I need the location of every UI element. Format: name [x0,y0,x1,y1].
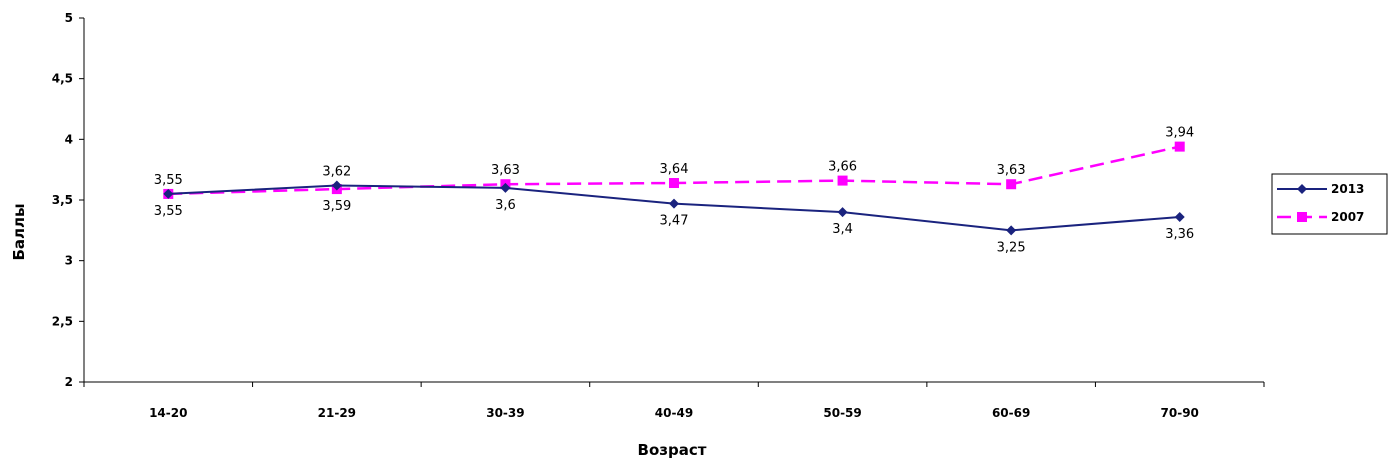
x-tick-label: 40-49 [655,406,693,420]
data-label-2007: 3,94 [1165,126,1194,141]
legend-item-2013: 2013 [1277,182,1364,196]
data-label-2013: 3,47 [660,214,689,229]
data-point-2013 [163,188,174,199]
legend: 2013 2007 [1271,173,1388,235]
data-label-2007: 3,66 [828,160,857,175]
x-tick-label: 60-69 [992,406,1030,420]
data-label-2007: 3,55 [154,173,183,188]
y-axis-ticks: 2 2,5 3 3,5 4 4,5 5 [52,11,84,389]
legend-marker [1297,212,1307,222]
y-axis-title: Баллы [10,203,28,260]
y-tick-label: 2 [65,375,73,389]
data-label-2007: 3,64 [660,162,689,177]
data-label-2013: 3,55 [154,204,183,219]
y-tick-label: 3 [65,254,73,268]
legend-item-2007: 2007 [1277,210,1364,224]
data-label-2013: 3,25 [997,240,1026,255]
x-axis-ticks: 14-20 21-29 30-39 40-49 50-59 60-69 70-90 [83,382,1265,420]
x-tick-label: 50-59 [823,406,861,420]
data-label-2013: 3,6 [495,198,516,213]
data-point-2007 [1006,179,1017,190]
series-2013 [163,180,1185,236]
y-tick-label: 4 [65,132,73,146]
y-tick-label: 2,5 [52,314,73,328]
y-tick-label: 4,5 [52,72,73,86]
data-point-2013 [837,207,848,218]
data-point-2007 [837,175,848,186]
y-tick-label: 3,5 [52,193,73,207]
x-tick-label: 21-29 [318,406,356,420]
data-label-2013: 3,4 [832,222,853,237]
series-layer [163,141,1185,236]
legend-marker [1297,184,1307,194]
data-point-2013 [331,180,342,191]
legend-label: 2007 [1331,210,1364,224]
x-tick-label: 30-39 [486,406,524,420]
data-label-2007: 3,63 [997,163,1026,178]
data-point-2007 [1174,141,1185,152]
x-tick-label: 14-20 [149,406,187,420]
legend-box [1271,173,1388,235]
x-axis-title: Возраст [638,441,707,459]
data-point-2013 [1174,211,1185,222]
data-label-2007: 3,63 [491,163,520,178]
data-point-2007 [669,178,679,189]
data-label-2013: 3,36 [1165,227,1194,242]
data-point-2013 [669,198,679,209]
x-tick-label: 70-90 [1161,406,1199,420]
data-label-2013: 3,62 [322,164,351,179]
legend-label: 2013 [1331,182,1364,196]
data-point-2013 [500,182,511,193]
data-point-2013 [1006,225,1017,236]
data-labels: 3,55 3,62 3,6 3,47 3,4 3,25 3,36 3,55 3,59 3,63 3,… [154,126,1194,256]
y-tick-label: 5 [65,11,73,25]
data-label-2007: 3,59 [322,199,351,214]
